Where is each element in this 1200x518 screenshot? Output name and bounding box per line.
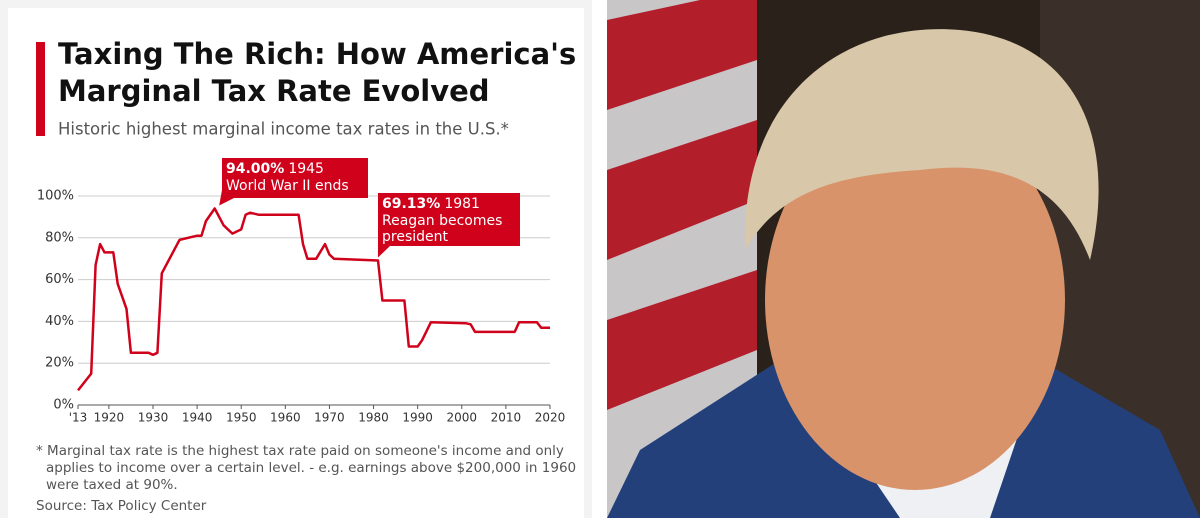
footnote: * Marginal tax rate is the highest tax r… xyxy=(36,443,564,459)
chart-title: Taxing The Rich: How America's xyxy=(58,37,576,71)
y-tick-label: 100% xyxy=(37,189,74,204)
x-tick-label: '13 xyxy=(69,411,88,425)
chart-subtitle: Historic highest marginal income tax rat… xyxy=(58,120,509,139)
flag-stripes xyxy=(607,0,757,410)
y-tick-label: 40% xyxy=(45,314,74,329)
x-tick-label: 1950 xyxy=(226,411,257,425)
chart-title: Marginal Tax Rate Evolved xyxy=(58,74,490,108)
annotation-pointer xyxy=(219,190,234,206)
x-tick-label: 1970 xyxy=(314,411,345,425)
annotation-year: 1945 xyxy=(288,161,324,177)
annotation-value: 69.13% xyxy=(382,196,440,212)
annotation-box xyxy=(378,193,520,246)
face xyxy=(765,110,1065,490)
annotation-text: Reagan becomes xyxy=(382,213,502,229)
annotation-pointer xyxy=(377,238,390,258)
annotation-value: 94.00% xyxy=(226,161,284,177)
x-tick-label: 2020 xyxy=(535,411,566,425)
x-tick-label: 1980 xyxy=(358,411,389,425)
y-tick-label: 80% xyxy=(45,230,74,245)
x-tick-label: 2010 xyxy=(491,411,522,425)
annotation-text: World War II ends xyxy=(226,178,349,194)
x-tick-label: 1940 xyxy=(182,411,213,425)
source: Source: Tax Policy Center xyxy=(36,498,207,514)
x-tick-label: 1930 xyxy=(138,411,169,425)
annotation-box xyxy=(222,158,368,198)
x-tick-label: 1990 xyxy=(402,411,433,425)
hair xyxy=(744,29,1099,260)
annotation-year: 1981 xyxy=(444,196,480,212)
data-line xyxy=(77,207,550,392)
y-tick-label: 60% xyxy=(45,272,74,287)
footnote: were taxed at 90%. xyxy=(46,477,178,493)
x-tick-label: 2000 xyxy=(447,411,478,425)
footnote: applies to income over a certain level. … xyxy=(46,460,576,476)
title-accent xyxy=(36,42,45,136)
x-tick-label: 1960 xyxy=(270,411,301,425)
x-tick-label: 1920 xyxy=(94,411,125,425)
photo xyxy=(607,0,1200,518)
annotation-text: president xyxy=(382,229,449,245)
y-tick-label: 20% xyxy=(45,356,74,371)
y-tick-label: 0% xyxy=(53,398,74,413)
chart-panel xyxy=(8,8,584,518)
